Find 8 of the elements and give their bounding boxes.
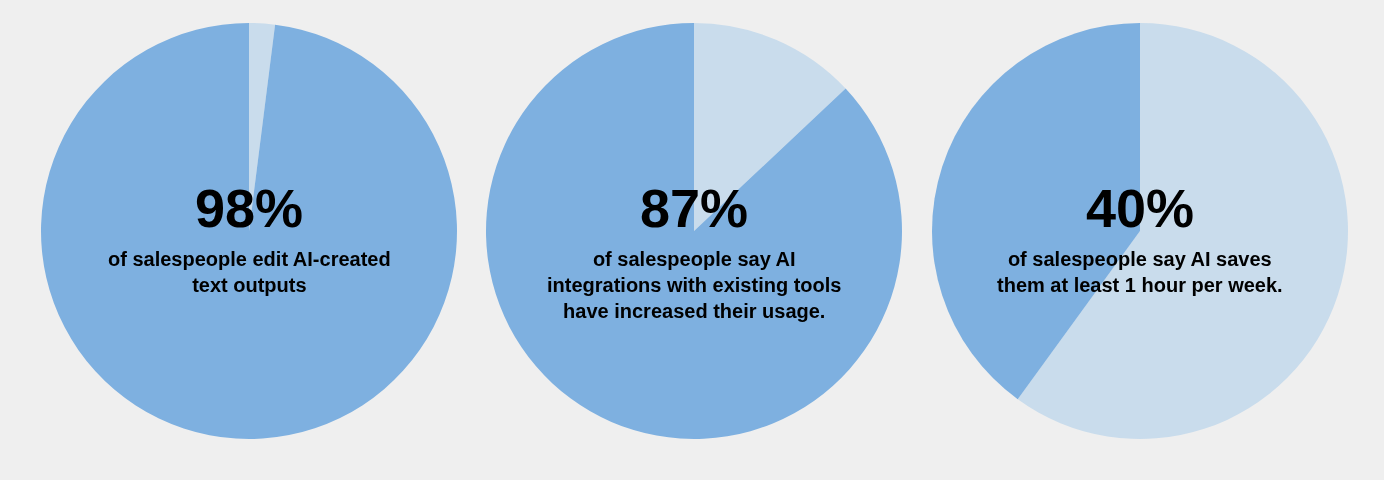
pie-slice <box>486 23 902 439</box>
pie-slice <box>41 23 457 439</box>
text: of salespeople say AI saves them at least 1 hour per week. <box>997 248 1283 296</box>
text: of salespeople edit AI-created text outputs <box>108 248 391 296</box>
data-label: 87% <box>640 178 749 238</box>
data-label: 40% <box>1086 178 1195 238</box>
text: of salespeople say AI integrations with existing tools have increased their usage. <box>547 248 842 322</box>
data-label: 98% <box>195 178 304 238</box>
